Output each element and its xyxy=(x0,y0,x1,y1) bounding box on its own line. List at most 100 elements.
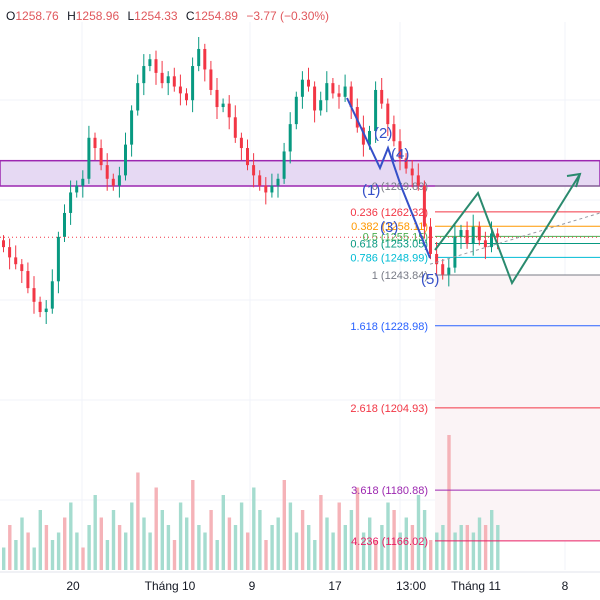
volume-bar xyxy=(361,532,366,570)
candle-body xyxy=(435,253,439,265)
volume-bar xyxy=(69,502,73,570)
candle-body xyxy=(252,165,256,176)
candle-body xyxy=(8,247,12,258)
candle-body xyxy=(185,93,188,101)
candle-body xyxy=(172,76,176,87)
volume-bar xyxy=(8,525,12,570)
candle-body xyxy=(56,236,60,282)
volume-bar xyxy=(99,517,103,570)
candle-body xyxy=(429,226,432,254)
fib-level-label: 0.382 (1258.11) xyxy=(351,221,428,233)
volume-bar xyxy=(105,540,110,570)
volume-bar xyxy=(197,525,201,570)
candle-body xyxy=(483,240,487,248)
close-value: 1254.89 xyxy=(194,9,238,23)
volume-bar xyxy=(435,532,439,570)
volume-bar xyxy=(246,532,250,570)
candle-body xyxy=(459,230,463,237)
fib-level-label: 2.618 (1204.93) xyxy=(350,403,428,415)
x-axis-tick-label: 9 xyxy=(249,579,256,593)
candle-body xyxy=(282,151,286,179)
candle-body xyxy=(38,301,42,313)
candle-body xyxy=(148,59,152,67)
volume-bar xyxy=(483,525,488,570)
candle-body xyxy=(178,86,182,94)
volume-bar xyxy=(276,517,280,570)
wave-label: (1) xyxy=(362,182,380,199)
volume-bar xyxy=(117,525,122,570)
candle-body xyxy=(44,308,48,313)
candle-body xyxy=(111,178,115,186)
candle-body xyxy=(14,257,18,265)
candle-body xyxy=(307,79,310,87)
volume-bar xyxy=(471,532,476,570)
wave-label: (4) xyxy=(391,146,409,163)
candle-body xyxy=(288,124,292,152)
ohlc-legend: O1258.76 H1258.96 L1254.33 C1254.89 −3.7… xyxy=(6,9,334,23)
candle-body xyxy=(136,83,140,111)
candle-body xyxy=(319,100,323,111)
projection-path xyxy=(434,173,581,286)
volume-bar xyxy=(56,532,61,570)
volume-bar xyxy=(233,525,238,570)
candle-body xyxy=(374,89,378,131)
candle-body xyxy=(81,178,85,186)
volume-bar xyxy=(124,532,128,570)
volume-bar xyxy=(270,525,274,570)
candle-body xyxy=(32,288,36,302)
candle-body xyxy=(477,226,481,241)
volume-bar xyxy=(81,547,85,570)
candle-body xyxy=(105,165,109,179)
x-axis-tick-label: Tháng 11 xyxy=(451,579,501,593)
wave-label: (5) xyxy=(421,271,439,288)
volume-bar xyxy=(343,525,347,570)
volume-bar xyxy=(477,517,482,570)
candle-body xyxy=(63,212,66,237)
candle-body xyxy=(191,66,195,101)
candle-body xyxy=(87,137,91,179)
volume-bar xyxy=(20,517,24,570)
volume-bar xyxy=(93,495,97,570)
volume-bar xyxy=(355,487,360,570)
volume-bar xyxy=(337,502,341,570)
volume-bar xyxy=(404,517,408,570)
candle-body xyxy=(349,86,353,108)
candle-body xyxy=(197,48,201,67)
x-axis-tick-label: 13:00 xyxy=(396,579,426,593)
candle-body xyxy=(398,141,402,159)
candle-body xyxy=(130,110,134,145)
volume-bar xyxy=(136,472,140,570)
volume-bar xyxy=(447,435,451,570)
fib-level-label: 0.786 (1248.99) xyxy=(350,252,428,264)
candle-body xyxy=(404,158,408,169)
volume-bar xyxy=(2,547,6,570)
volume-bar xyxy=(148,532,152,570)
x-axis-tick-label: 17 xyxy=(328,579,342,593)
projection-arrowhead xyxy=(566,172,582,188)
volume-bar xyxy=(227,517,232,570)
elliott-wave-line xyxy=(346,97,431,259)
volume-bar xyxy=(410,525,415,570)
candle-body xyxy=(270,185,274,193)
volume-bar xyxy=(294,532,299,570)
candle-body xyxy=(124,144,127,176)
candle-body xyxy=(368,130,371,145)
volume-bar xyxy=(239,502,244,570)
candle-body xyxy=(392,124,396,142)
candle-body xyxy=(447,267,451,275)
volume-bar xyxy=(38,510,42,570)
volume-bar xyxy=(300,510,305,570)
candle-body xyxy=(69,192,73,213)
candle-body xyxy=(294,96,298,125)
volume-bar xyxy=(166,525,171,570)
fib-level-label: 0.5 (1255.15) xyxy=(363,231,428,243)
candle-body xyxy=(239,137,243,149)
volume-bar xyxy=(209,510,213,570)
fib-level-label: 4.236 (1166.02) xyxy=(351,536,428,548)
candle-body xyxy=(386,103,390,125)
candle-body xyxy=(276,178,280,186)
volume-bar xyxy=(191,480,195,570)
volume-bar xyxy=(374,540,378,570)
